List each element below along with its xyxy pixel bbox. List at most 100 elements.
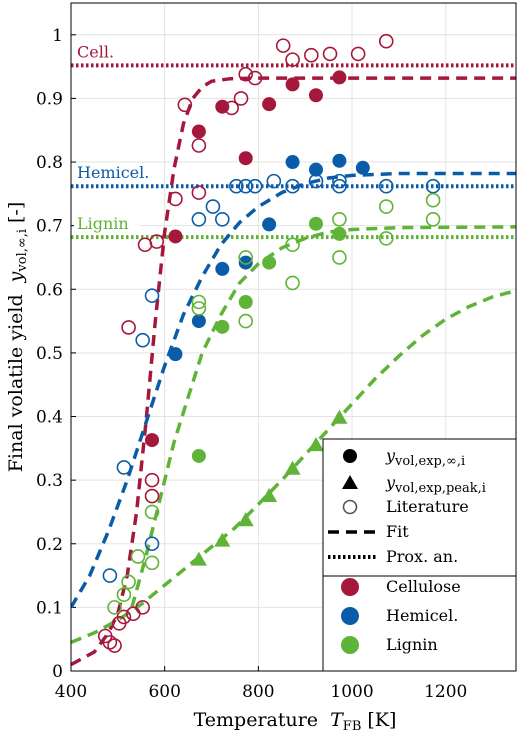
literature-point xyxy=(308,173,324,189)
exp-inf-point xyxy=(238,255,253,270)
legend-marker-triangle xyxy=(342,475,358,489)
literature-point xyxy=(144,488,160,504)
exp-inf-point xyxy=(191,124,206,139)
literature-point xyxy=(303,47,319,63)
exp-peak-point xyxy=(284,460,301,475)
legend-marker-open-circle xyxy=(342,499,358,515)
proximate-label-bg xyxy=(74,214,140,234)
literature-point xyxy=(332,178,347,194)
y-axis-subscript: vol,∞,i xyxy=(15,229,30,273)
legend-marker-color xyxy=(341,636,359,654)
y-tick-label: 0.9 xyxy=(36,89,63,109)
y-tick-label: 0.3 xyxy=(36,471,63,491)
exp-inf-point xyxy=(262,217,277,232)
x-axis-unit: [K] xyxy=(367,709,396,731)
proximate-label-bg xyxy=(74,42,130,62)
literature-point xyxy=(425,192,441,208)
literature-point xyxy=(191,185,207,200)
proximate-annotations: Cell. Hemicel. Lignin xyxy=(74,42,160,234)
literature-point xyxy=(378,178,394,194)
literature-point xyxy=(350,46,366,62)
exp-peak-point xyxy=(214,532,231,547)
literature-point xyxy=(107,638,122,653)
exp-peak-point xyxy=(237,512,254,527)
y-tick-label: 0.5 xyxy=(36,344,63,364)
literature-point xyxy=(378,33,394,49)
proximate-label: Hemicel. xyxy=(77,163,149,182)
exp-peak-point xyxy=(190,551,207,566)
literature-point xyxy=(121,574,136,590)
exp-inf-point xyxy=(332,153,347,168)
x-axis-label: Temperature TFB [K] xyxy=(194,709,397,734)
literature-point xyxy=(229,178,244,194)
exp-inf-point xyxy=(308,88,323,103)
exp-inf-point xyxy=(262,255,277,270)
literature-point xyxy=(135,600,150,615)
literature-point xyxy=(247,178,263,194)
x-tick-label: 1200 xyxy=(424,682,467,702)
literature-point xyxy=(285,237,300,253)
y-axis-label-text: Final volatile yield xyxy=(5,294,27,472)
y-tick-label: 0.2 xyxy=(36,535,63,555)
literature-point xyxy=(266,173,282,189)
exp-peak-point xyxy=(331,409,348,424)
literature-point xyxy=(191,212,207,227)
literature-point xyxy=(238,66,254,82)
literature-point xyxy=(378,199,394,214)
fit-line xyxy=(71,171,516,609)
literature-point xyxy=(275,38,291,53)
exp-inf-point xyxy=(238,151,253,166)
legend-label: Lignin xyxy=(386,635,438,654)
literature-point xyxy=(135,332,150,348)
literature-point xyxy=(285,275,300,291)
y-axis-unit: [-] xyxy=(5,202,27,223)
literature-point xyxy=(285,52,300,67)
literature-point xyxy=(130,549,146,564)
legend-label: yvol,exp,peak,i xyxy=(385,473,486,496)
exp-inf-point xyxy=(215,261,230,276)
x-axis-symbol: T xyxy=(330,709,344,731)
proximate-label: Cell. xyxy=(77,42,114,61)
legend-label: Hemicel. xyxy=(386,606,458,625)
y-tick-label: 0 xyxy=(52,662,63,682)
exp-inf-point xyxy=(215,319,230,334)
exp-inf-point xyxy=(332,70,347,85)
y-tick-label: 0.1 xyxy=(36,598,63,618)
exp-inf-point xyxy=(168,229,183,244)
literature-point xyxy=(233,91,249,106)
exp-inf-point xyxy=(308,216,323,231)
x-tick-label: 800 xyxy=(242,682,274,702)
legend-label: Prox. an. xyxy=(386,547,458,566)
x-tick-labels: 400 600 800 1000 1200 xyxy=(55,682,468,702)
exp-peak-point xyxy=(307,437,324,452)
literature-point xyxy=(144,504,160,520)
exp-inf-point xyxy=(285,155,300,170)
literature-point xyxy=(116,609,132,625)
exp-inf-point xyxy=(262,97,277,112)
literature-point xyxy=(285,178,300,194)
exp-inf-point xyxy=(355,160,370,175)
literature-point xyxy=(332,250,347,265)
literature-point xyxy=(224,100,239,116)
exp-inf-point xyxy=(168,347,183,362)
exp-peak-point xyxy=(261,488,278,503)
legend-marker-color xyxy=(341,578,359,596)
literature-point xyxy=(378,231,394,246)
x-tick-label: 400 xyxy=(55,682,87,702)
literature-point xyxy=(102,568,118,583)
exp-inf-point xyxy=(145,433,160,448)
y-tick-label: 0.4 xyxy=(36,408,63,428)
data-markers xyxy=(97,33,441,653)
literature-point xyxy=(121,320,136,335)
literature-point xyxy=(425,178,441,194)
literature-point xyxy=(116,460,132,475)
legend-marker-filled-circle xyxy=(343,449,357,463)
literature-point xyxy=(238,178,254,194)
y-tick-label: 0.7 xyxy=(36,217,63,237)
proximate-label: Lignin xyxy=(77,214,129,233)
exp-inf-point xyxy=(332,226,347,241)
legend-marker-color xyxy=(341,607,359,625)
literature-point xyxy=(144,555,160,571)
